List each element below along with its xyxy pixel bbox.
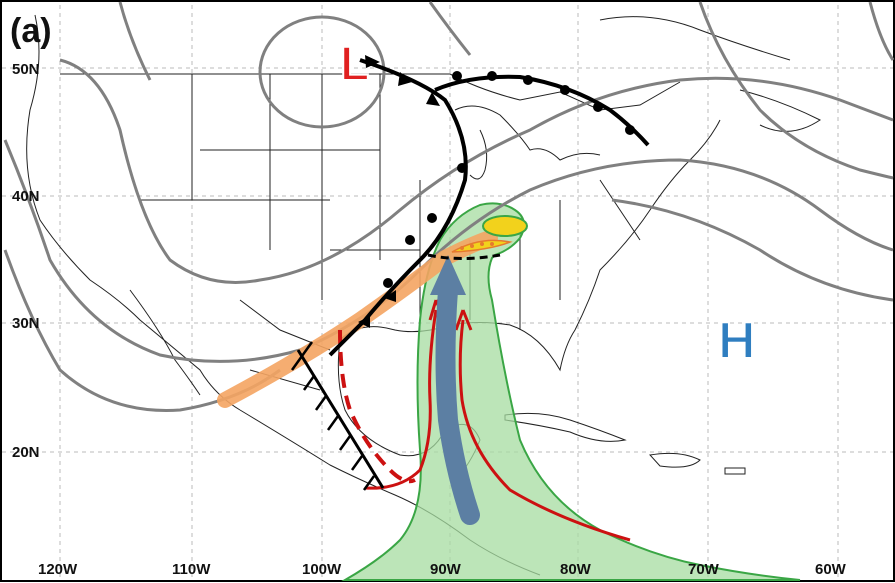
low-level-jet-arrowhead xyxy=(430,255,466,295)
low-level-jet-arrow xyxy=(435,280,480,525)
warm-front xyxy=(434,74,650,147)
convection-core xyxy=(482,215,528,237)
lat-label-50n: 50N xyxy=(12,61,40,78)
high-pressure-label: H xyxy=(718,312,756,370)
convection-dots xyxy=(460,242,494,250)
lat-label-20n: 20N xyxy=(12,444,40,461)
hatched-trough xyxy=(290,341,385,491)
lon-label-60w: 60W xyxy=(815,561,847,578)
lon-label-80w: 80W xyxy=(560,561,592,578)
warm-front-pips xyxy=(452,71,635,135)
outflow-boundary xyxy=(427,253,501,260)
lon-label-100w: 100W xyxy=(302,561,342,578)
lon-label-90w: 90W xyxy=(430,561,462,578)
lon-label-70w: 70W xyxy=(688,561,720,578)
panel-label: (a) xyxy=(10,12,52,50)
low-pressure-label: L xyxy=(340,38,369,91)
lon-label-120w: 120W xyxy=(38,561,78,578)
lat-label-30n: 30N xyxy=(12,315,40,332)
cold-front-pips xyxy=(358,55,467,328)
lon-label-110w: 110W xyxy=(172,561,211,578)
lat-label-40n: 40N xyxy=(12,188,40,205)
convection-line xyxy=(451,239,513,253)
